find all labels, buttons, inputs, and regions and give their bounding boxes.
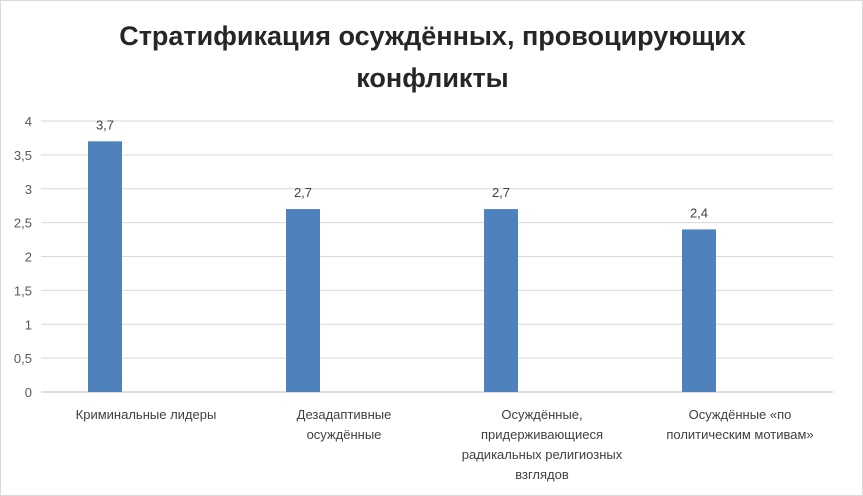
bar: [286, 209, 320, 392]
y-tick-label: 2,5: [14, 216, 32, 231]
y-tick-label: 0,5: [14, 351, 32, 366]
data-label: 2,7: [492, 185, 510, 200]
y-tick-label: 0: [25, 385, 32, 400]
chart-title: Стратификация осуждённых, провоцирующих …: [119, 21, 746, 93]
y-tick-label: 1,5: [14, 283, 32, 298]
y-tick-label: 2: [25, 250, 32, 265]
y-tick-label: 4: [25, 114, 32, 129]
data-label: 2,7: [294, 185, 312, 200]
y-tick-label: 1: [25, 317, 32, 332]
x-tick-label: Криминальные лидеры: [75, 407, 217, 422]
x-tick-label: Осуждённые, придерживающиеся радикальных…: [461, 407, 623, 482]
y-tick-label: 3,5: [14, 148, 32, 163]
bar: [484, 209, 518, 392]
x-tick-label: Осуждённые «по политическим мотивам»: [666, 407, 814, 442]
x-tick-label: Дезадаптивные осуждённые: [296, 407, 392, 442]
data-label: 2,4: [690, 205, 708, 220]
bar: [682, 229, 716, 392]
bar: [88, 141, 122, 392]
y-tick-label: 3: [25, 182, 32, 197]
data-label: 3,7: [96, 117, 114, 132]
